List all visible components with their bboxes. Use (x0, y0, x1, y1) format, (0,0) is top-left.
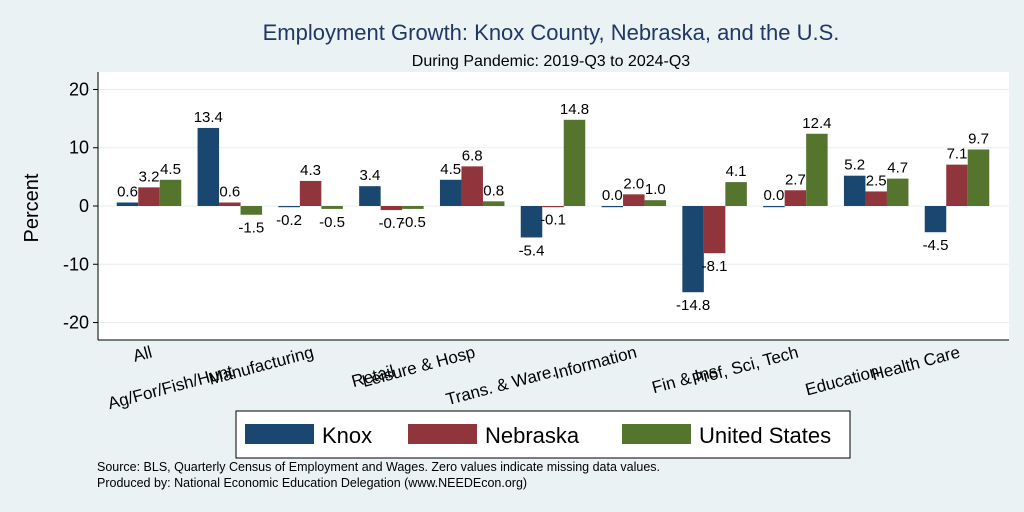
bar-knox-ag-for-fish-hunt (197, 127, 220, 206)
x-tick-label: Trans. & Ware. (444, 362, 558, 410)
chart-title: Employment Growth: Knox County, Nebraska… (263, 20, 840, 45)
data-label: 0.6 (117, 184, 138, 201)
bar-united-states-retail (402, 206, 424, 209)
bar-nebraska-health-care (946, 164, 968, 206)
bar-united-states-manufacturing (321, 206, 343, 209)
data-label: 7.1 (947, 146, 968, 163)
data-label: 6.8 (462, 147, 483, 164)
legend-swatch-nebraska (408, 424, 477, 444)
data-label: 12.4 (802, 115, 831, 132)
data-label: 0.6 (219, 184, 240, 201)
bar-nebraska-manufacturing (299, 180, 322, 206)
x-tick-label: Manufacturing (207, 343, 316, 389)
bar-knox-fin-ins (682, 206, 704, 293)
bar-knox-retail (359, 186, 381, 206)
bar-nebraska-retail (380, 206, 403, 211)
bar-united-states-fin-ins (725, 182, 747, 206)
legend-swatch-knox (245, 424, 314, 444)
bars (116, 119, 990, 293)
bar-nebraska-all (138, 187, 160, 206)
data-label: -0.1 (540, 212, 566, 229)
y-tick-label: 10 (69, 138, 89, 158)
source-note: Source: BLS, Quarterly Census of Employm… (97, 460, 660, 474)
bar-nebraska-information (623, 194, 645, 206)
data-label: 0.0 (602, 187, 623, 204)
data-label: 0.0 (763, 187, 784, 204)
data-label: 9.7 (968, 130, 989, 147)
data-label: -0.5 (319, 214, 345, 231)
data-label: 1.0 (645, 181, 666, 198)
legend: Knox Nebraska United States (235, 410, 851, 459)
bar-united-states-information (644, 200, 667, 206)
bar-united-states-prof-sci-tech (806, 133, 828, 206)
data-label: 3.2 (139, 168, 160, 185)
y-tick-label: -10 (63, 254, 89, 274)
data-label: -0.7 (378, 215, 404, 232)
data-label: 4.7 (887, 160, 908, 177)
bar-nebraska-fin-ins (703, 206, 726, 254)
bar-nebraska-leisure-hosp (461, 166, 483, 206)
data-label: 2.0 (623, 175, 644, 192)
data-label: 13.4 (194, 109, 223, 126)
data-label: -5.4 (519, 242, 545, 259)
x-tick-label: All (131, 343, 154, 366)
data-label: -8.1 (702, 258, 728, 275)
data-label: 3.4 (359, 167, 380, 184)
produced-by-note: Produced by: National Economic Education… (97, 476, 527, 490)
bar-united-states-leisure-hosp (482, 201, 505, 206)
data-labels: 0.6 13.4 -0.2 3.4 4.5 -5.4 0.0 -14.8 0.0 5.2 -4.5 3… (117, 101, 989, 314)
legend-box (235, 410, 851, 459)
data-label: 4.5 (440, 161, 461, 178)
bar-knox-leisure-hosp (439, 179, 462, 206)
data-label: 2.5 (866, 172, 887, 189)
bar-united-states-ag-for-fish-hunt (240, 206, 263, 215)
bar-knox-prof-sci-tech (763, 206, 785, 208)
data-label: -1.5 (238, 220, 264, 237)
data-label: -4.5 (923, 237, 949, 254)
y-tick-label: 0 (79, 196, 89, 216)
y-axis-label: Percent (21, 173, 43, 242)
bar-nebraska-education (865, 191, 887, 206)
chart-subtitle: During Pandemic: 2019-Q3 to 2024-Q3 (412, 53, 690, 70)
legend-label-united-states: United States (699, 423, 831, 448)
y-tick-label: 20 (69, 79, 89, 99)
bar-nebraska-prof-sci-tech (784, 190, 807, 206)
bar-nebraska-ag-for-fish-hunt (219, 202, 241, 206)
data-label: 5.2 (844, 157, 865, 174)
bar-knox-information (601, 206, 624, 208)
bar-nebraska-trans-ware (542, 206, 564, 208)
data-label: -14.8 (676, 297, 710, 314)
bar-united-states-all (159, 179, 182, 206)
bar-united-states-health-care (967, 149, 990, 206)
data-label: 2.7 (785, 171, 806, 188)
legend-label-nebraska: Nebraska (485, 423, 580, 448)
data-label: 4.3 (300, 162, 321, 179)
data-label: 4.1 (726, 163, 747, 180)
legend-swatch-united-states (622, 424, 691, 444)
bar-knox-manufacturing (278, 206, 300, 208)
x-tick-label: Health Care (869, 343, 962, 385)
x-tick-label: Prof, Sci, Tech (690, 343, 800, 390)
data-label: -0.5 (400, 214, 426, 231)
y-tick-label: -20 (63, 313, 89, 333)
bar-knox-trans-ware (520, 206, 543, 238)
bar-knox-education (843, 175, 866, 206)
bar-knox-all (116, 202, 139, 206)
data-label: 0.8 (483, 182, 504, 199)
bar-knox-health-care (924, 206, 947, 233)
bar-united-states-education (886, 178, 909, 206)
data-label: -0.2 (276, 212, 302, 229)
bar-united-states-trans-ware (563, 119, 586, 206)
data-label: 14.8 (560, 101, 589, 118)
legend-label-knox: Knox (322, 423, 372, 448)
data-label: 4.5 (160, 161, 181, 178)
x-tick-label: Information (552, 343, 639, 383)
